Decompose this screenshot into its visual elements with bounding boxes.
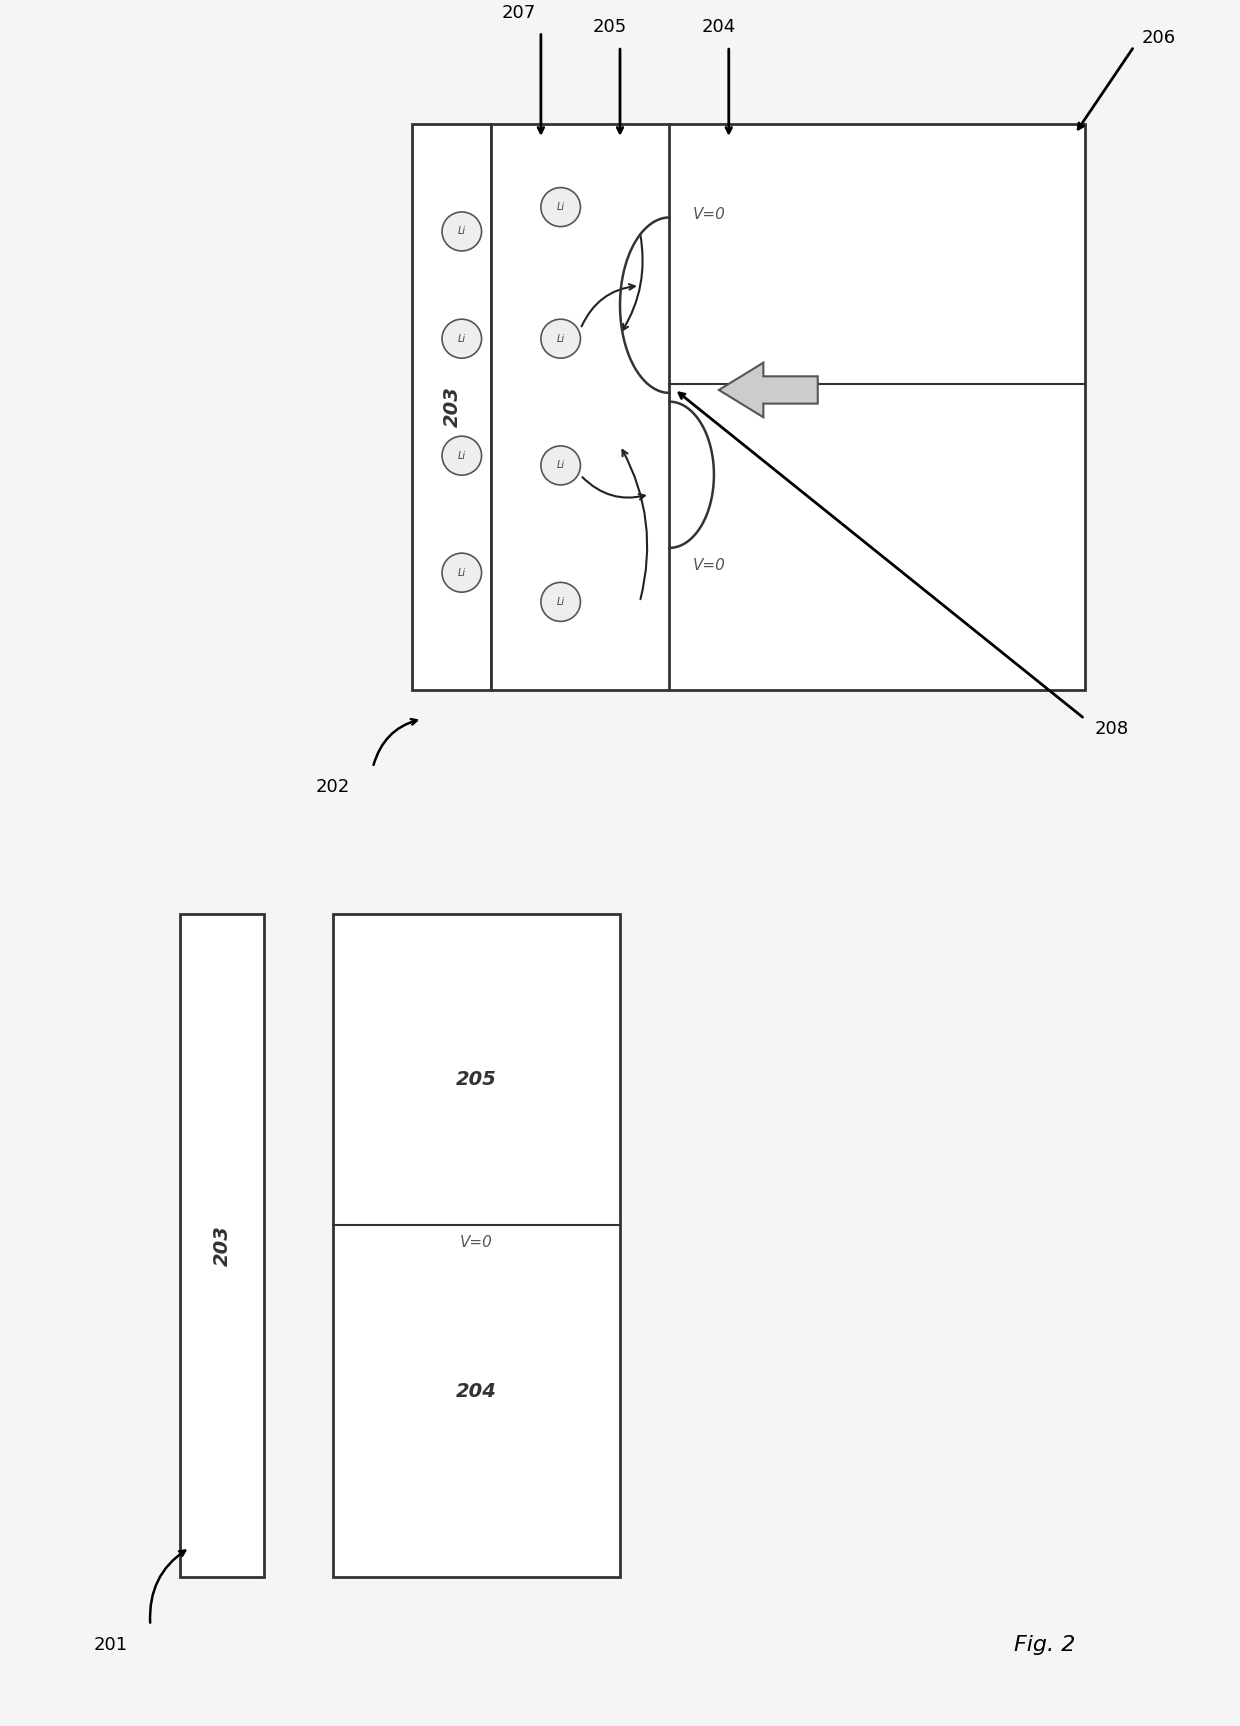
Text: 206: 206: [1142, 29, 1177, 47]
Text: Li: Li: [557, 202, 564, 212]
Text: 204: 204: [702, 19, 737, 36]
Circle shape: [441, 437, 481, 475]
Text: Li: Li: [458, 333, 466, 343]
Bar: [413, 124, 491, 690]
Text: Li: Li: [458, 226, 466, 236]
Text: 203: 203: [443, 387, 461, 428]
Text: Fig. 2: Fig. 2: [1014, 1635, 1076, 1655]
Bar: [180, 913, 264, 1578]
Text: 207: 207: [502, 3, 536, 22]
Text: V=0: V=0: [693, 557, 725, 573]
Text: Li: Li: [557, 461, 564, 471]
Circle shape: [541, 582, 580, 621]
Text: V=0: V=0: [693, 207, 725, 223]
Bar: [491, 124, 1085, 690]
Text: 204: 204: [456, 1381, 497, 1400]
Text: 205: 205: [456, 1070, 497, 1089]
Text: Li: Li: [458, 450, 466, 461]
Text: V=0: V=0: [460, 1236, 494, 1250]
Text: 208: 208: [1095, 720, 1128, 737]
Text: Li: Li: [557, 597, 564, 608]
Bar: [334, 913, 620, 1578]
Polygon shape: [719, 362, 817, 418]
Text: 203: 203: [213, 1225, 232, 1265]
Text: 202: 202: [316, 778, 351, 796]
Text: Li: Li: [458, 568, 466, 578]
Circle shape: [541, 319, 580, 359]
Circle shape: [441, 319, 481, 359]
Text: 205: 205: [593, 19, 627, 36]
Circle shape: [541, 188, 580, 226]
Circle shape: [541, 445, 580, 485]
Circle shape: [441, 552, 481, 592]
Text: 201: 201: [94, 1636, 128, 1654]
Circle shape: [441, 212, 481, 250]
Text: Li: Li: [557, 333, 564, 343]
